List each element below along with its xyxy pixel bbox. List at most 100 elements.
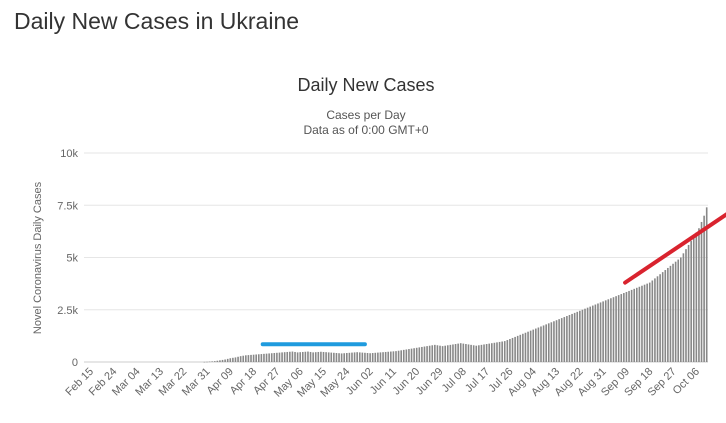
bar [685, 249, 687, 362]
bar [545, 324, 547, 362]
bar [312, 352, 314, 362]
bar [550, 322, 553, 362]
bar [208, 361, 211, 363]
bar [364, 352, 366, 362]
bar [571, 313, 573, 362]
bar [423, 346, 426, 362]
bar [560, 318, 563, 362]
bar [289, 351, 291, 362]
bar [633, 288, 636, 362]
bar [610, 298, 612, 362]
bar [397, 350, 400, 362]
bar [436, 345, 439, 362]
bar [255, 354, 257, 362]
bar [496, 342, 498, 362]
bar [506, 340, 509, 362]
bar [446, 345, 449, 362]
bar [623, 293, 625, 362]
bar [597, 303, 599, 362]
bar [410, 348, 413, 362]
bar [338, 353, 340, 362]
bar [511, 337, 514, 362]
bar [664, 270, 667, 362]
y-tick-label: 5k [66, 253, 78, 265]
bar [395, 351, 397, 362]
bar [237, 356, 239, 362]
bar [604, 300, 607, 362]
bar [351, 352, 353, 362]
bar [325, 352, 327, 362]
bar [301, 351, 304, 362]
bar [581, 309, 584, 362]
bar [700, 221, 703, 362]
bar [527, 331, 529, 362]
bar [348, 352, 351, 362]
bar [270, 353, 273, 362]
bar [522, 333, 524, 362]
bar [413, 348, 415, 362]
bar [343, 353, 346, 362]
bar [672, 263, 674, 362]
bar [221, 359, 224, 362]
bar [690, 240, 692, 362]
bar [472, 345, 475, 362]
bar [488, 343, 491, 362]
bar [630, 289, 633, 362]
bar [405, 349, 408, 362]
bar [400, 350, 402, 362]
bar [568, 314, 571, 362]
bars [203, 207, 708, 363]
bar [516, 335, 519, 363]
bar [454, 344, 457, 362]
bar [680, 257, 682, 362]
bar [553, 321, 555, 362]
bar [229, 358, 232, 362]
bar [485, 344, 488, 362]
bar [677, 259, 680, 362]
y-tick-label: 0 [72, 357, 78, 369]
bar [625, 291, 628, 362]
bar [428, 345, 431, 362]
bar [353, 352, 356, 362]
bar [317, 351, 320, 362]
x-tick-label: Jul 17 [463, 366, 492, 395]
bar [449, 344, 452, 362]
bar [602, 301, 604, 362]
bar [294, 351, 296, 362]
bar [252, 354, 255, 362]
bar [566, 316, 568, 362]
bar [239, 356, 242, 362]
bar [635, 287, 638, 362]
bar [387, 351, 390, 362]
bar [299, 352, 302, 362]
chart-subtitle-data-as-of: Data as of 0:00 GMT+0 [303, 123, 428, 137]
annotations [260, 212, 726, 347]
bar [573, 312, 576, 362]
bar [563, 317, 566, 362]
bar [426, 346, 428, 362]
bar [558, 319, 560, 362]
bar [462, 343, 465, 362]
bar [296, 352, 299, 362]
bar [219, 360, 221, 362]
bar [594, 304, 597, 362]
x-tick-label: Jul 08 [440, 366, 469, 395]
bar [643, 284, 646, 362]
bar [392, 351, 395, 362]
bar [203, 361, 206, 363]
bar [327, 352, 330, 362]
bar [216, 360, 219, 362]
bar [584, 308, 586, 362]
bar [628, 290, 630, 362]
bar [480, 344, 483, 362]
x-tick-label: Oct 06 [671, 366, 702, 397]
bar [314, 352, 317, 362]
bar [291, 351, 294, 362]
bar [537, 327, 540, 362]
bar [532, 329, 535, 362]
bar [648, 282, 651, 362]
bar [586, 307, 589, 362]
y-tick-labels: 0 2.5k 5k 7.5k 10k [57, 148, 78, 369]
grid-lines [84, 152, 708, 363]
